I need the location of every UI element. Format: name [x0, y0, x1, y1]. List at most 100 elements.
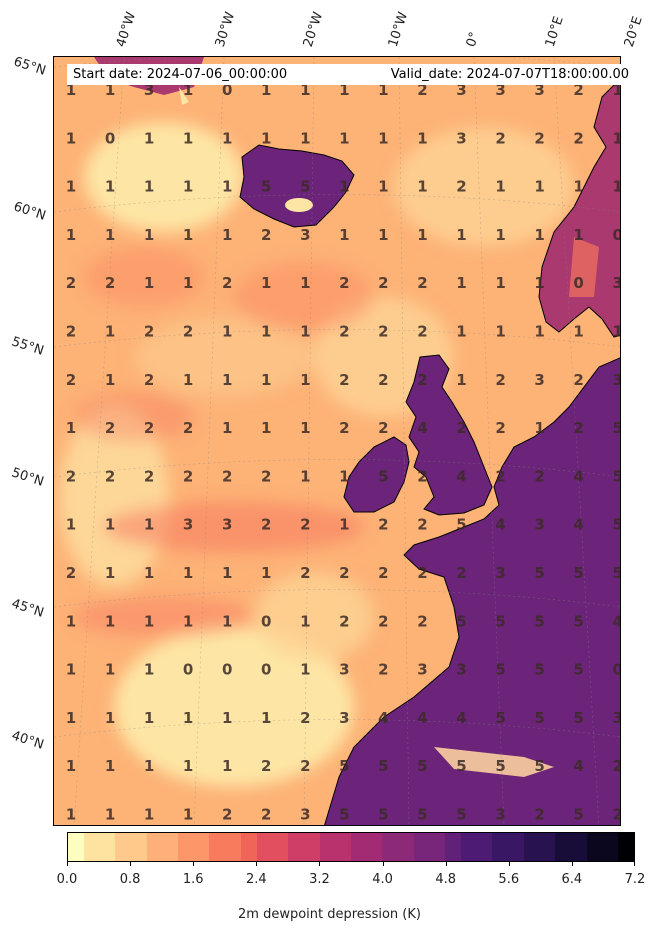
- grid-value-label: 2: [261, 757, 271, 775]
- grid-value-label: 1: [417, 226, 427, 244]
- grid-value-label: 2: [66, 323, 76, 341]
- grid-value-label: 2: [66, 564, 76, 582]
- grid-value-label: 4: [417, 709, 427, 727]
- grid-value-label: 1: [105, 661, 115, 679]
- grid-value-label: 2: [300, 516, 310, 534]
- colorbar-tick: [67, 862, 68, 866]
- colorbar-segment: [602, 833, 619, 861]
- grid-value-label: 1: [417, 129, 427, 147]
- grid-value-label: 1: [378, 81, 388, 99]
- grid-value-label: 1: [495, 226, 505, 244]
- grid-value-label: 5: [573, 564, 583, 582]
- grid-value-label: 1: [300, 323, 310, 341]
- grid-value-label: 3: [300, 806, 310, 824]
- grid-value-label: 1: [183, 709, 193, 727]
- grid-value-label: 3: [534, 81, 544, 99]
- grid-value-label: 5: [417, 757, 427, 775]
- lat-label-40n: 40°N: [9, 728, 46, 753]
- colorbar-segment: [586, 833, 603, 861]
- colorbar-segment: [225, 833, 241, 861]
- grid-value-label: 0: [612, 661, 621, 679]
- grid-value-label: 2: [339, 419, 349, 437]
- start-date-label: Start date: 2024-07-06_00:00:00: [73, 67, 288, 82]
- grid-value-label: 2: [261, 806, 271, 824]
- grid-value-label: 2: [417, 323, 427, 341]
- land-masses: [94, 57, 620, 825]
- great-britain-land: [405, 354, 493, 516]
- grid-value-label: 2: [456, 178, 466, 196]
- grid-value-label: 5: [495, 612, 505, 630]
- grid-value-label: 1: [144, 516, 154, 534]
- grid-value-label: 3: [183, 516, 193, 534]
- lon-label-20w: 20°W: [300, 10, 327, 49]
- grid-value-label: 1: [144, 564, 154, 582]
- grid-value-label: 5: [495, 661, 505, 679]
- grid-value-label: 1: [339, 178, 349, 196]
- grid-value-label: 1: [339, 467, 349, 485]
- grid-value-label: 2: [573, 129, 583, 147]
- grid-value-label: 1: [183, 129, 193, 147]
- grid-value-label: 1: [300, 274, 310, 292]
- grid-value-label: 1: [183, 178, 193, 196]
- grid-value-label: 5: [378, 806, 388, 824]
- grid-value-label: 1: [534, 178, 544, 196]
- grid-value-label: 5: [573, 709, 583, 727]
- grid-value-label: 1: [105, 516, 115, 534]
- grid-value-label: 3: [495, 81, 505, 99]
- grid-value-label: 4: [456, 709, 466, 727]
- grid-value-label: 5: [339, 757, 349, 775]
- grid-value-label: 4: [612, 612, 621, 630]
- grid-value-label: 1: [495, 323, 505, 341]
- grid-value-label: 5: [534, 661, 544, 679]
- lon-label-30w: 30°W: [212, 10, 239, 49]
- grid-value-label: 1: [456, 274, 466, 292]
- grid-value-label: 1: [66, 709, 76, 727]
- grid-value-label: 5: [612, 467, 621, 485]
- iceland-land: [239, 144, 355, 228]
- colorbar-tick: [445, 862, 447, 866]
- grid-value-label: 2: [261, 467, 271, 485]
- grid-value-label: 1: [573, 323, 583, 341]
- grid-value-label: 0: [105, 129, 115, 147]
- colorbar-tick-label: 1.6: [182, 872, 204, 887]
- grid-value-label: 1: [261, 709, 271, 727]
- ireland-land: [343, 436, 410, 513]
- colorbar-segment: [508, 833, 524, 861]
- grid-value-label: 1: [456, 226, 466, 244]
- grid-value-label: 2: [417, 274, 427, 292]
- grid-value-label: 2: [495, 467, 505, 485]
- grid-value-label: 3: [612, 274, 621, 292]
- colorbar-tick-label: 5.6: [498, 872, 520, 887]
- colorbar-segment: [523, 833, 540, 861]
- grid-value-label: 1: [261, 129, 271, 147]
- grid-value-label: 4: [495, 516, 505, 534]
- grid-value-label: 5: [261, 178, 271, 196]
- grid-value-label: 5: [495, 757, 505, 775]
- colorbar-segment: [366, 833, 383, 861]
- grid-value-label: 2: [261, 226, 271, 244]
- colorbar-segment: [571, 833, 587, 861]
- grid-value-label: 5: [573, 806, 583, 824]
- grid-value-label: 1: [300, 129, 310, 147]
- colorbar-segment: [618, 833, 634, 861]
- scandinavia-land: [538, 78, 620, 338]
- grid-value-label: 1: [339, 226, 349, 244]
- grid-value-label: 5: [378, 467, 388, 485]
- grid-value-label: 5: [456, 806, 466, 824]
- grid-value-label: 1: [261, 371, 271, 389]
- grid-value-label: 1: [105, 564, 115, 582]
- grid-value-label: 1: [105, 81, 115, 99]
- grid-value-label: 2: [105, 274, 115, 292]
- grid-value-label: 1: [105, 178, 115, 196]
- colorbar-segment: [193, 833, 210, 861]
- grid-value-label: 1: [183, 226, 193, 244]
- grid-value-label: 1: [534, 274, 544, 292]
- grid-value-label: 3: [456, 81, 466, 99]
- grid-value-label: 1: [261, 274, 271, 292]
- colorbar-tick: [382, 862, 384, 866]
- grid-value-label: 3: [534, 516, 544, 534]
- grid-value-label: 1: [183, 371, 193, 389]
- grid-value-label: 1: [456, 371, 466, 389]
- grid-value-label: 2: [417, 81, 427, 99]
- colorbar-tick: [193, 862, 195, 866]
